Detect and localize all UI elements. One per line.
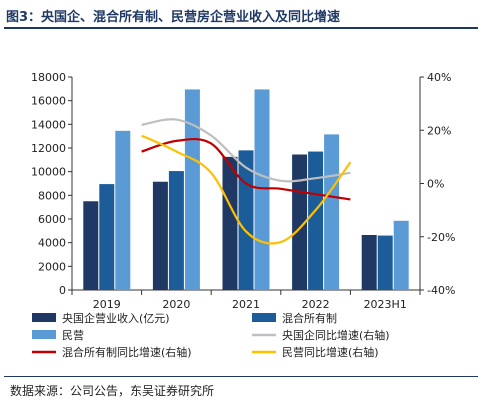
bar-1-2021 bbox=[222, 156, 238, 290]
legend-label-4: 央国企同比增速(右轴) bbox=[282, 328, 390, 342]
bar-3-2020 bbox=[184, 89, 200, 290]
y-right-tick-label: 20% bbox=[427, 124, 451, 137]
y-right-tick-label: -40% bbox=[427, 284, 455, 297]
legend-label-2: 混合所有制 bbox=[282, 311, 337, 325]
y-left-tick-label: 8000 bbox=[38, 189, 66, 202]
y-left-tick-label: 6000 bbox=[38, 213, 66, 226]
legend-label-6: 民营同比增速(右轴) bbox=[282, 345, 379, 359]
growth-line-3 bbox=[141, 134, 352, 245]
growth-lines bbox=[141, 118, 352, 245]
figure-title: 图3：央国企、混合所有制、民营房企营业收入及同比增速 bbox=[6, 10, 341, 25]
y-left-tick-label: 2000 bbox=[38, 260, 66, 273]
y-left-tick-label: 0 bbox=[59, 284, 66, 297]
legend-swatch-3 bbox=[32, 330, 56, 339]
bar-3-2023H1 bbox=[393, 220, 409, 290]
legend-label-3: 民营 bbox=[62, 328, 84, 342]
source-note: 数据来源：公司公告，东吴证券研究所 bbox=[10, 384, 215, 398]
legend-label-5: 混合所有制同比增速(右轴) bbox=[62, 345, 192, 359]
bar-1-2019 bbox=[83, 201, 99, 290]
bar-2-2022 bbox=[308, 151, 324, 290]
x-tick-label: 2022 bbox=[302, 298, 330, 311]
legend-swatch-2 bbox=[252, 313, 276, 322]
x-tick-label: 2023H1 bbox=[364, 298, 407, 311]
title-rule bbox=[4, 27, 478, 29]
bar-1-2020 bbox=[152, 181, 168, 290]
y-left-tick-label: 4000 bbox=[38, 237, 66, 250]
bar-3-2021 bbox=[254, 89, 270, 290]
bar-2-2020 bbox=[168, 171, 184, 290]
legend-label-1: 央国企营业收入(亿元) bbox=[62, 311, 170, 325]
y-right-tick-label: -20% bbox=[427, 231, 455, 244]
x-tick-label: 2019 bbox=[93, 298, 121, 311]
y-left-tick-label: 10000 bbox=[31, 166, 66, 179]
x-tick-label: 2021 bbox=[232, 298, 260, 311]
y-right-tick-label: 0% bbox=[427, 178, 444, 191]
bar-3-2019 bbox=[115, 130, 131, 290]
y-left-tick-label: 12000 bbox=[31, 142, 66, 155]
x-tick-label: 2020 bbox=[162, 298, 190, 311]
bar-2-2023H1 bbox=[377, 235, 393, 290]
y-left-tick-label: 18000 bbox=[31, 71, 66, 84]
bars bbox=[83, 89, 409, 290]
bar-1-2022 bbox=[292, 154, 308, 290]
axes: 0 2000 4000 6000 8000 10000 12000 14000 16000 180… bbox=[31, 71, 455, 311]
y-right-tick-label: 40% bbox=[427, 71, 451, 84]
bar-1-2023H1 bbox=[361, 234, 377, 290]
source-rule bbox=[4, 376, 478, 377]
y-left-tick-label: 16000 bbox=[31, 95, 66, 108]
bar-2-2019 bbox=[99, 184, 115, 290]
y-left-tick-label: 14000 bbox=[31, 118, 66, 131]
bar-3-2022 bbox=[324, 134, 340, 290]
growth-line-2 bbox=[141, 137, 351, 201]
growth-line-1 bbox=[141, 118, 351, 183]
legend-swatch-1 bbox=[32, 313, 56, 322]
